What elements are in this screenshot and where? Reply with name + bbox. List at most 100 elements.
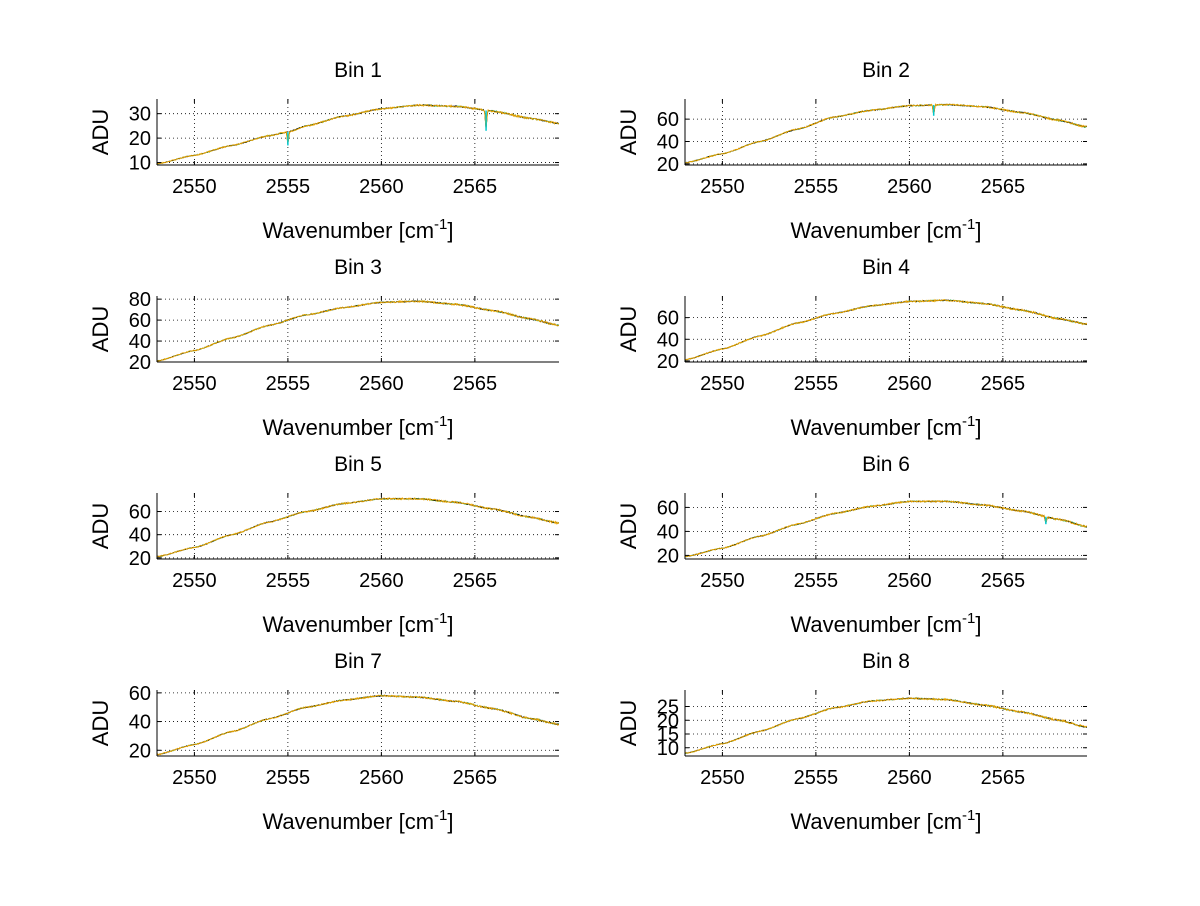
x-axis-label: Wavenumber [cm-1] <box>262 216 453 243</box>
x-tick-label: 2555 <box>794 767 839 789</box>
subplot-title: Bin 8 <box>862 650 910 673</box>
series-line <box>685 697 1087 754</box>
x-tick-label: 2565 <box>453 570 498 592</box>
series-line <box>685 696 1087 754</box>
y-tick-label: 60 <box>657 497 679 519</box>
x-axis-label-base: Wavenumber [cm <box>790 415 962 440</box>
y-tick-label: 60 <box>129 310 151 332</box>
x-tick-label: 2550 <box>700 176 745 198</box>
x-tick-label: 2565 <box>453 176 498 198</box>
y-tick-label: 10 <box>657 738 679 760</box>
y-tick-label: 20 <box>129 352 151 374</box>
subplot-title: Bin 4 <box>862 256 910 279</box>
x-axis-label-exponent: -1 <box>434 610 447 627</box>
x-tick-label: 2565 <box>453 767 498 789</box>
x-tick-label: 2565 <box>981 373 1026 395</box>
x-tick-label: 2550 <box>700 767 745 789</box>
x-tick-label: 2565 <box>981 570 1026 592</box>
series-line <box>157 299 559 362</box>
subplot-title: Bin 3 <box>334 256 382 279</box>
series-line <box>157 496 559 558</box>
y-axis-label: ADU <box>88 109 113 155</box>
subplot-title: Bin 5 <box>334 453 382 476</box>
series-line <box>685 499 1087 558</box>
y-tick-label: 25 <box>657 697 679 719</box>
x-tick-label: 2555 <box>794 373 839 395</box>
y-tick-label: 20 <box>129 740 151 762</box>
y-tick-label: 20 <box>657 710 679 732</box>
series-line <box>157 694 559 756</box>
series-line <box>157 299 559 362</box>
x-tick-label: 2550 <box>700 570 745 592</box>
x-axis-label-exponent: -1 <box>962 216 975 233</box>
x-axis-label-exponent: -1 <box>434 807 447 824</box>
x-tick-label: 2565 <box>981 176 1026 198</box>
y-axis-label: ADU <box>88 306 113 352</box>
subplot-title: Bin 2 <box>862 59 910 82</box>
x-tick-label: 2555 <box>794 176 839 198</box>
subplot-title: Bin 1 <box>334 59 382 82</box>
series-line <box>685 103 1087 164</box>
x-axis-label-exponent: -1 <box>434 413 447 430</box>
subplot-title: Bin 7 <box>334 650 382 673</box>
x-axis-label-exponent: -1 <box>434 216 447 233</box>
x-axis-label-close: ] <box>447 415 453 440</box>
x-tick-label: 2555 <box>266 570 311 592</box>
x-tick-label: 2560 <box>887 570 932 592</box>
series-line <box>685 299 1087 361</box>
y-tick-label: 60 <box>129 683 151 705</box>
y-tick-label: 20 <box>657 351 679 373</box>
y-tick-label: 80 <box>129 289 151 311</box>
y-tick-label: 15 <box>657 724 679 746</box>
series-line <box>157 694 559 756</box>
x-axis-label: Wavenumber [cm-1] <box>790 807 981 834</box>
x-axis-label-exponent: -1 <box>962 413 975 430</box>
series-line <box>157 497 559 558</box>
x-axis-label: Wavenumber [cm-1] <box>262 807 453 834</box>
y-tick-label: 60 <box>129 502 151 524</box>
series-line <box>685 500 1087 558</box>
x-axis-label-close: ] <box>975 612 981 637</box>
x-tick-label: 2560 <box>359 767 404 789</box>
series-line <box>685 298 1087 361</box>
y-axis-label: ADU <box>88 503 113 549</box>
y-tick-label: 40 <box>657 521 679 543</box>
x-axis-label-base: Wavenumber [cm <box>262 415 434 440</box>
x-axis-label: Wavenumber [cm-1] <box>790 413 981 440</box>
x-axis-label-close: ] <box>975 218 981 243</box>
x-axis-label-base: Wavenumber [cm <box>262 809 434 834</box>
x-tick-label: 2560 <box>887 373 932 395</box>
x-axis-label-close: ] <box>447 809 453 834</box>
y-axis-label: ADU <box>616 109 641 155</box>
subplot-bin-7: 2550 2555 2560 2565 20 40 60 Bin 7 ADU Wavenumber… <box>88 650 559 834</box>
y-tick-label: 20 <box>657 154 679 176</box>
x-axis-label-exponent: -1 <box>962 610 975 627</box>
series-line <box>157 103 559 165</box>
y-tick-label: 20 <box>129 548 151 570</box>
x-tick-label: 2565 <box>981 767 1026 789</box>
subplot-title: Bin 6 <box>862 453 910 476</box>
x-tick-label: 2550 <box>172 767 217 789</box>
series-line <box>685 299 1087 361</box>
x-axis-label-base: Wavenumber [cm <box>262 612 434 637</box>
y-tick-label: 40 <box>657 329 679 351</box>
x-tick-label: 2555 <box>794 570 839 592</box>
x-axis-label-close: ] <box>975 809 981 834</box>
x-axis-label: Wavenumber [cm-1] <box>262 610 453 637</box>
series-line <box>685 500 1087 558</box>
x-tick-label: 2565 <box>453 373 498 395</box>
y-axis-label: ADU <box>616 700 641 746</box>
y-tick-label: 30 <box>129 104 151 126</box>
x-axis-label-base: Wavenumber [cm <box>262 218 434 243</box>
x-axis-label-base: Wavenumber [cm <box>790 218 962 243</box>
x-tick-label: 2560 <box>359 373 404 395</box>
x-axis-label: Wavenumber [cm-1] <box>790 610 981 637</box>
y-tick-label: 40 <box>657 132 679 154</box>
